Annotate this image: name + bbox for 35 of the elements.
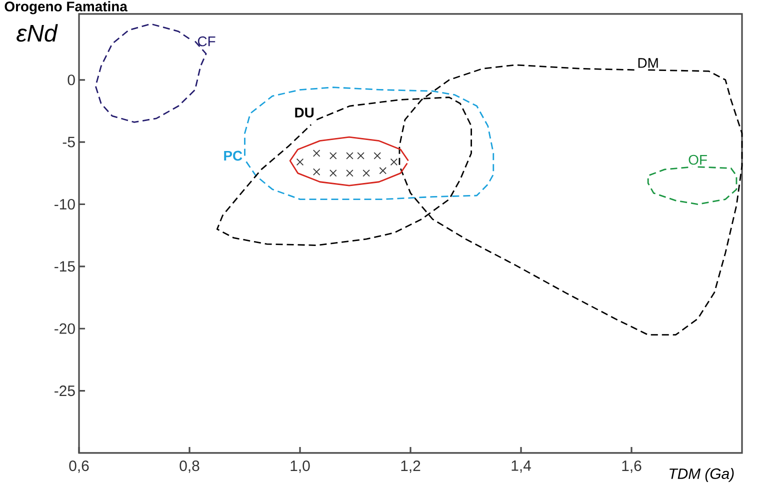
- point: [312, 150, 320, 157]
- y-tick-label: 0: [68, 74, 75, 86]
- y-tick-label: -15: [54, 261, 75, 272]
- point: [296, 158, 304, 166]
- series-label: DU: [295, 108, 314, 118]
- x-tick-label: 0,8: [180, 460, 200, 473]
- y-tick-label: -25: [54, 386, 75, 396]
- x-axis-title: TDM (Ga): [670, 468, 734, 482]
- point: [346, 152, 354, 160]
- point: [346, 170, 354, 177]
- chart-title: Orogeno Famatina: [4, 1, 128, 14]
- series-label: OF: [688, 154, 707, 165]
- point: [390, 158, 398, 166]
- point: [357, 152, 364, 160]
- x-tick-label: 1,0: [290, 460, 310, 473]
- x-tick-label: 1,2: [401, 460, 420, 473]
- x-tick-label: 1,4: [512, 460, 531, 473]
- line-series: [289, 136, 409, 186]
- point: [312, 168, 320, 176]
- y-tick-label: -5: [62, 136, 75, 148]
- line-series: [244, 86, 494, 200]
- point: [330, 170, 337, 177]
- point: [379, 167, 387, 174]
- y-tick-label: -20: [54, 323, 75, 334]
- series-label: PC: [224, 150, 242, 161]
- x-tick-label: 1,6: [622, 460, 642, 473]
- series-label: CF: [198, 36, 216, 46]
- series-label: DM: [638, 58, 658, 68]
- y-tick-label: -10: [54, 198, 75, 210]
- point: [330, 152, 337, 160]
- y-axis-title: εNd: [16, 24, 58, 42]
- x-tick-label: 0,6: [69, 460, 89, 473]
- point: [374, 152, 381, 160]
- line-series: [647, 166, 738, 205]
- point: [362, 170, 370, 177]
